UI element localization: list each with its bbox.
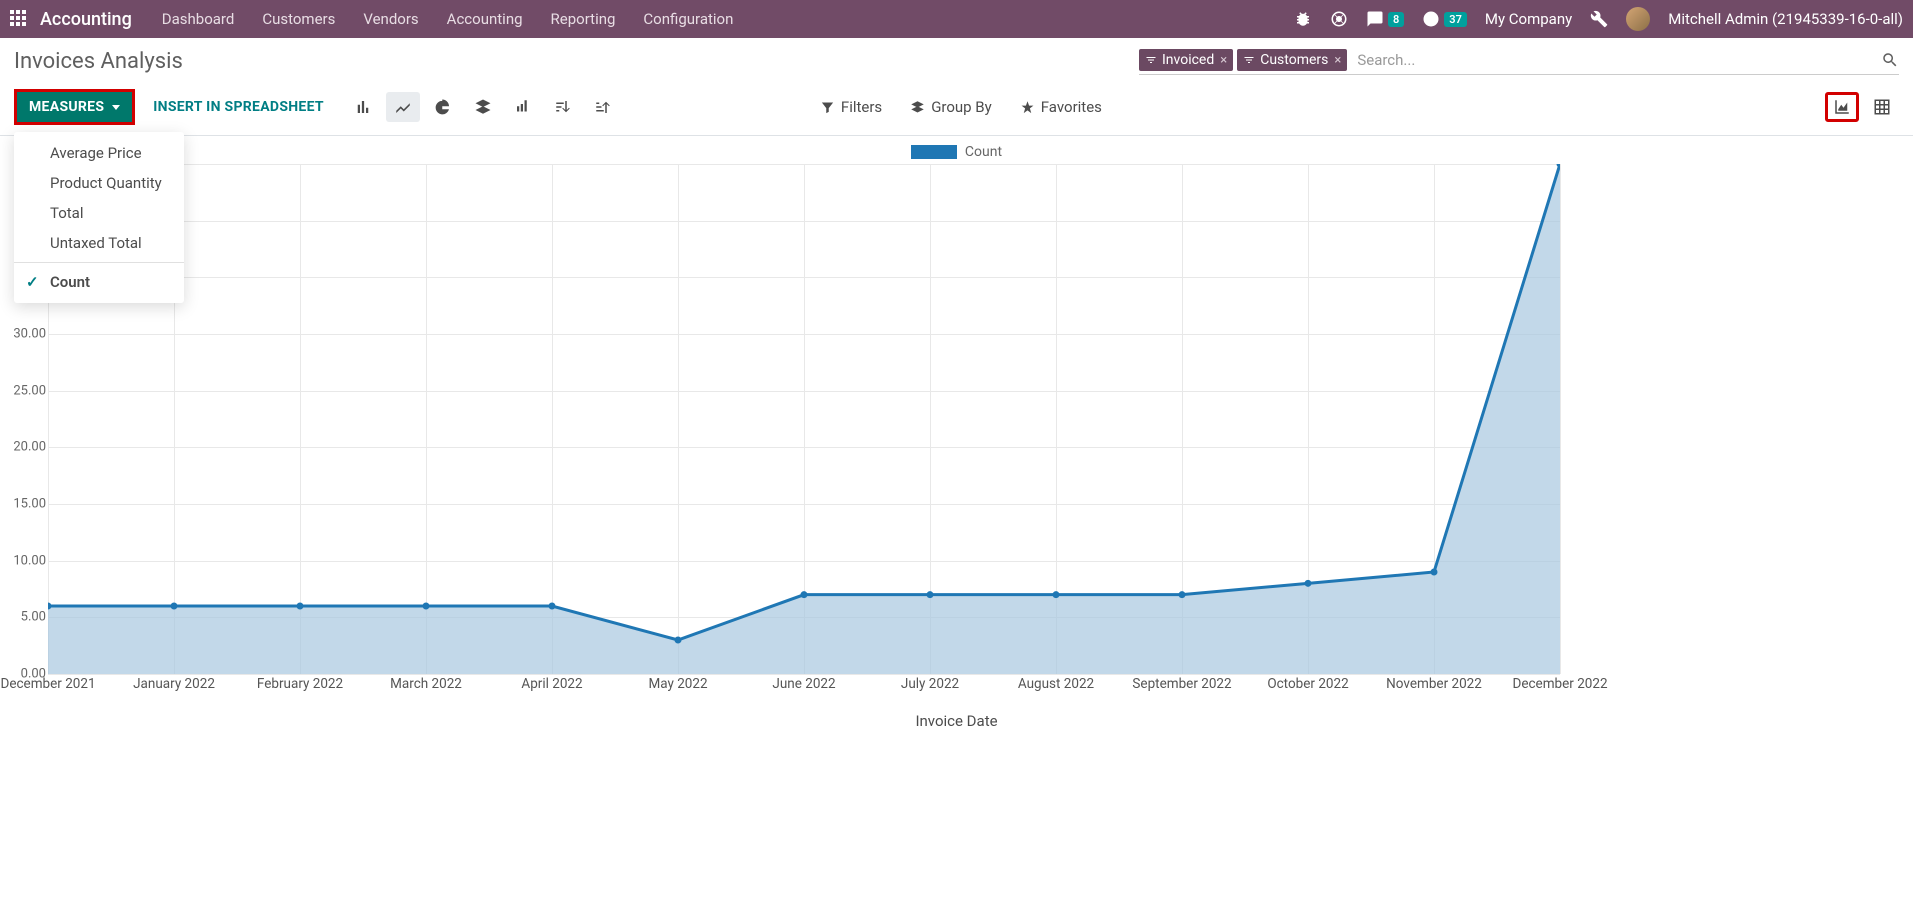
y-tick-label: 5.00 xyxy=(21,610,46,625)
nav-accounting[interactable]: Accounting xyxy=(447,10,523,28)
messages-badge: 8 xyxy=(1388,12,1404,27)
nav-customers[interactable]: Customers xyxy=(262,10,335,28)
legend-swatch xyxy=(911,145,957,159)
sort-desc-icon[interactable] xyxy=(546,92,580,122)
header-row: Invoices Analysis Invoiced × Customers × xyxy=(0,38,1913,83)
messages-button[interactable]: 8 xyxy=(1366,10,1404,28)
apps-icon[interactable] xyxy=(10,10,28,28)
company-name[interactable]: My Company xyxy=(1485,10,1572,28)
x-tick-label: July 2022 xyxy=(901,676,959,692)
avatar[interactable] xyxy=(1626,7,1650,31)
y-tick-label: 15.00 xyxy=(13,497,46,512)
remove-tag-icon[interactable]: × xyxy=(1334,53,1341,68)
top-navbar: Accounting Dashboard Customers Vendors A… xyxy=(0,0,1913,38)
nav-reporting[interactable]: Reporting xyxy=(551,10,616,28)
search-bar[interactable]: Invoiced × Customers × xyxy=(1139,48,1899,75)
favorites-label: Favorites xyxy=(1041,98,1102,116)
chart-plot xyxy=(48,164,1560,674)
measure-option-selected[interactable]: Count xyxy=(14,267,184,297)
username[interactable]: Mitchell Admin (21945339-16-0-all) xyxy=(1668,10,1903,28)
filters-label: Filters xyxy=(841,98,882,116)
measures-dropdown: Average Price Product Quantity Total Unt… xyxy=(14,132,184,303)
star-icon xyxy=(1020,100,1035,115)
measures-button[interactable]: MEASURES xyxy=(14,89,135,125)
search-input[interactable] xyxy=(1351,48,1873,72)
insert-spreadsheet-button[interactable]: INSERT IN SPREADSHEET xyxy=(153,99,324,115)
y-tick-label: 25.00 xyxy=(13,383,46,398)
x-tick-label: September 2022 xyxy=(1132,676,1231,692)
x-tick-label: November 2022 xyxy=(1386,676,1482,692)
graph-view-button[interactable] xyxy=(1825,92,1859,122)
filters-button[interactable]: Filters xyxy=(820,98,882,116)
nav-dashboard[interactable]: Dashboard xyxy=(162,10,235,28)
x-axis-title: Invoice Date xyxy=(2,712,1911,730)
x-tick-label: October 2022 xyxy=(1267,676,1348,692)
groupby-button[interactable]: Group By xyxy=(910,98,992,116)
favorites-button[interactable]: Favorites xyxy=(1020,98,1102,116)
search-tag-label: Invoiced xyxy=(1162,52,1214,68)
x-tick-label: March 2022 xyxy=(390,676,462,692)
sort-asc-icon[interactable] xyxy=(586,92,620,122)
x-tick-label: June 2022 xyxy=(772,676,835,692)
y-tick-label: 20.00 xyxy=(13,440,46,455)
pivot-view-button[interactable] xyxy=(1865,92,1899,122)
caret-down-icon xyxy=(112,105,120,110)
x-tick-label: February 2022 xyxy=(257,676,343,692)
support-icon[interactable] xyxy=(1330,10,1348,28)
groupby-label: Group By xyxy=(931,98,992,116)
measure-option[interactable]: Untaxed Total xyxy=(14,228,184,258)
x-tick-label: April 2022 xyxy=(521,676,582,692)
funnel-icon xyxy=(1243,54,1255,66)
search-tag-customers[interactable]: Customers × xyxy=(1237,49,1347,71)
y-tick-label: 10.00 xyxy=(13,553,46,568)
y-tick-label: 30.00 xyxy=(13,327,46,342)
measure-option[interactable]: Product Quantity xyxy=(14,168,184,198)
funnel-icon xyxy=(1145,54,1157,66)
measures-label: MEASURES xyxy=(29,99,104,115)
clock-icon xyxy=(1422,10,1440,28)
search-tag-invoiced[interactable]: Invoiced × xyxy=(1139,49,1233,71)
activities-badge: 37 xyxy=(1444,12,1467,27)
x-tick-label: May 2022 xyxy=(648,676,707,692)
nav-vendors[interactable]: Vendors xyxy=(363,10,418,28)
x-tick-label: December 2021 xyxy=(0,676,95,692)
chart-legend: Count xyxy=(2,144,1911,160)
bar-chart-icon[interactable] xyxy=(346,92,380,122)
app-name[interactable]: Accounting xyxy=(40,9,132,30)
chart-container: Count 0.005.0010.0015.0020.0025.0030.003… xyxy=(0,136,1913,730)
legend-label: Count xyxy=(965,144,1002,160)
remove-tag-icon[interactable]: × xyxy=(1220,53,1227,68)
area-chart: 0.005.0010.0015.0020.0025.0030.00354045 … xyxy=(0,164,1560,674)
bug-icon[interactable] xyxy=(1294,10,1312,28)
x-tick-label: December 2022 xyxy=(1512,676,1607,692)
line-chart-icon[interactable] xyxy=(386,92,420,122)
activities-button[interactable]: 37 xyxy=(1422,10,1467,28)
measure-option[interactable]: Average Price xyxy=(14,138,184,168)
pie-chart-icon[interactable] xyxy=(426,92,460,122)
messages-icon xyxy=(1366,10,1384,28)
tools-icon[interactable] xyxy=(1590,10,1608,28)
page-title: Invoices Analysis xyxy=(14,49,183,74)
ascending-icon[interactable] xyxy=(506,92,540,122)
stacked-icon[interactable] xyxy=(466,92,500,122)
measure-option[interactable]: Total xyxy=(14,198,184,228)
dropdown-separator xyxy=(14,262,184,263)
x-tick-label: August 2022 xyxy=(1018,676,1094,692)
search-tag-label: Customers xyxy=(1260,52,1328,68)
search-icon[interactable] xyxy=(1881,51,1899,69)
x-tick-label: January 2022 xyxy=(133,676,215,692)
toolbar: MEASURES INSERT IN SPREADSHEET Filters G… xyxy=(0,83,1913,136)
nav-configuration[interactable]: Configuration xyxy=(643,10,733,28)
layers-icon xyxy=(910,100,925,115)
funnel-icon xyxy=(820,100,835,115)
